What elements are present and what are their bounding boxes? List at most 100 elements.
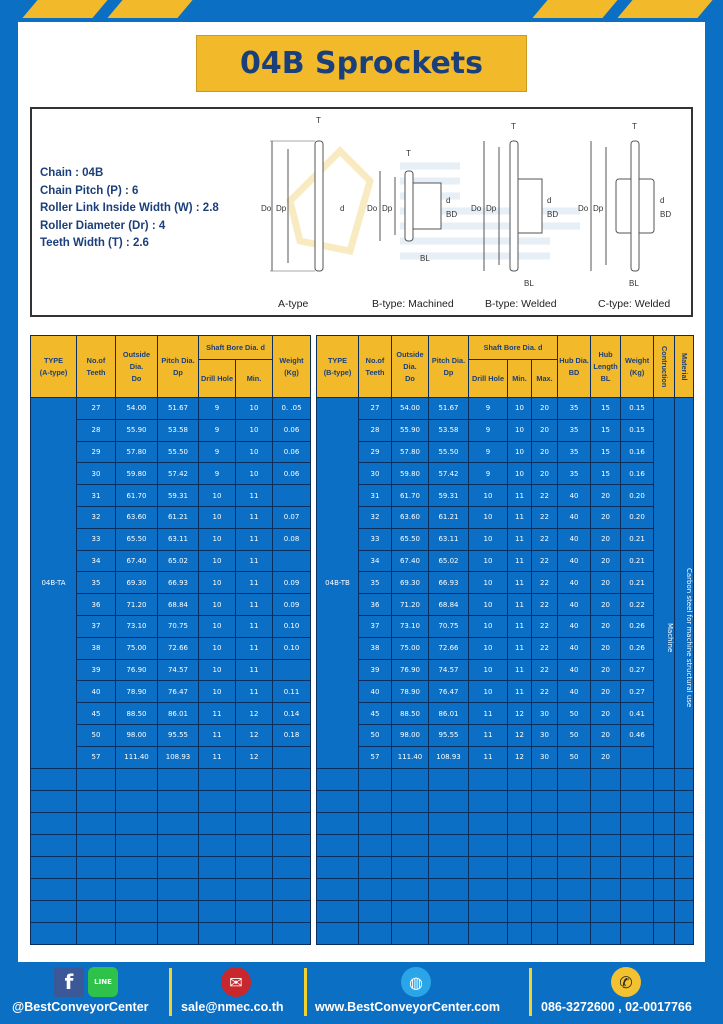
- empty-cell: [590, 899, 622, 923]
- table-cell: 10: [507, 418, 532, 442]
- table-cell: 61.70: [391, 484, 429, 507]
- table-cell: 20: [590, 745, 622, 769]
- table-cell: 12: [507, 745, 532, 769]
- header-min: Min.: [507, 359, 532, 398]
- table-row: 32 63.60 61.21 10 11 0.07: [31, 505, 312, 529]
- empty-cell: [30, 921, 77, 945]
- table-cell: 40: [557, 593, 592, 616]
- table-cell: 0.18: [272, 723, 312, 747]
- table-cell: 0.21: [620, 549, 655, 573]
- table-cell: 63.60: [115, 505, 158, 529]
- table-cell: 0.11: [272, 680, 312, 704]
- table-cell: 9: [198, 397, 236, 420]
- empty-cell: [272, 767, 312, 791]
- table-cell: 65.50: [391, 527, 429, 551]
- empty-cell: [468, 767, 508, 791]
- table-cell: 74.57: [428, 658, 469, 682]
- table-cell: 40: [557, 636, 592, 660]
- table-cell: 20: [590, 484, 622, 507]
- table-cell: 78.90: [115, 680, 158, 704]
- empty-cell: [316, 899, 359, 923]
- table-cell: 76.90: [391, 658, 429, 682]
- decor-stripe: [617, 0, 713, 18]
- table-cell: 27: [76, 397, 116, 420]
- table-cell: 10: [198, 593, 236, 616]
- table-cell: 10: [507, 462, 532, 486]
- empty-cell: [653, 811, 676, 835]
- email-link[interactable]: sale@nmec.co.th: [181, 1000, 284, 1014]
- globe-icon[interactable]: ◍: [401, 967, 431, 997]
- table-row: 04B-TA 27 54.00 51.67 9 10 0. .05: [30, 397, 312, 769]
- empty-cell: [76, 855, 116, 879]
- empty-cell: [76, 811, 116, 835]
- empty-cell: [157, 921, 199, 945]
- table-cell: 88.50: [115, 702, 158, 725]
- empty-cell: [590, 855, 622, 879]
- table-cell: 11: [234, 484, 274, 507]
- table-cell: 59.31: [157, 484, 199, 507]
- svg-text:T: T: [511, 122, 516, 131]
- table-cell: 39: [76, 658, 116, 682]
- table-cell: 10: [234, 440, 274, 464]
- empty-cell: [234, 789, 274, 813]
- empty-cell: [530, 789, 559, 813]
- table-cell: 9: [468, 462, 508, 486]
- phone-numbers[interactable]: 086-3272600 , 02-0017766: [541, 1000, 692, 1014]
- email-icon[interactable]: ✉: [221, 967, 251, 997]
- table-cell: 50: [557, 702, 592, 725]
- table-cell: 27: [358, 397, 392, 420]
- empty-cell: [157, 833, 199, 857]
- empty-row: [316, 855, 695, 879]
- empty-cell: [157, 789, 199, 813]
- empty-cell: [30, 767, 77, 791]
- table-cell: 20: [590, 614, 622, 638]
- header-shaft-bore: Shaft Bore Dia. d: [197, 335, 274, 360]
- website-link[interactable]: www.BestConveyorCenter.com: [315, 1000, 501, 1014]
- empty-cell: [674, 855, 695, 879]
- table-cell: 20: [590, 571, 622, 595]
- table-cell: 0.07: [272, 505, 312, 529]
- empty-cell: [115, 789, 158, 813]
- divider: [169, 968, 172, 1016]
- phone-icon[interactable]: ✆: [611, 967, 641, 997]
- table-cell: 10: [468, 484, 508, 507]
- table-row: 34 67.40 65.02 10 11: [31, 549, 312, 573]
- svg-text:Do: Do: [578, 204, 589, 213]
- table-cell: 22: [530, 549, 559, 573]
- table-cell: 57.42: [428, 462, 469, 486]
- empty-cell: [557, 767, 592, 791]
- empty-cell: [674, 789, 695, 813]
- table-cell: 0.27: [620, 658, 655, 682]
- empty-cell: [115, 899, 158, 923]
- empty-cell: [620, 877, 655, 901]
- table-cell: 31: [358, 484, 392, 507]
- empty-cell: [198, 921, 236, 945]
- social-handle[interactable]: @BestConveyorCenter: [12, 1000, 149, 1014]
- empty-cell: [530, 767, 559, 791]
- empty-row: [30, 921, 312, 945]
- empty-cell: [316, 855, 359, 879]
- table-cell: 10: [198, 527, 236, 551]
- table-cell: 0.26: [620, 636, 655, 660]
- facebook-icon[interactable]: f: [54, 967, 84, 997]
- empty-cell: [316, 767, 359, 791]
- empty-cell: [198, 811, 236, 835]
- table-cell: 11: [468, 745, 508, 769]
- table-cell: 45: [358, 702, 392, 725]
- empty-cell: [272, 877, 312, 901]
- svg-text:B-type: Welded: B-type: Welded: [485, 298, 557, 310]
- empty-cell: [674, 899, 695, 923]
- empty-cell: [234, 811, 274, 835]
- header-type: TYPE (A-type): [30, 335, 77, 398]
- empty-cell: [234, 767, 274, 791]
- table-row: 45 88.50 86.01 11 12 30 50 20 0.41: [317, 702, 694, 725]
- line-icon[interactable]: LINE: [88, 967, 118, 997]
- header-weight: Weight (Kg): [272, 335, 312, 398]
- header-type: TYPE (B-type): [316, 335, 359, 398]
- table-cell: 86.01: [428, 702, 469, 725]
- empty-cell: [507, 855, 532, 879]
- svg-text:T: T: [632, 122, 637, 131]
- header-min: Min.: [234, 359, 274, 398]
- table-row: 57 111.40 108.93 11 12: [31, 745, 312, 769]
- material-cell: Carbon steel for machine structural use: [674, 397, 695, 769]
